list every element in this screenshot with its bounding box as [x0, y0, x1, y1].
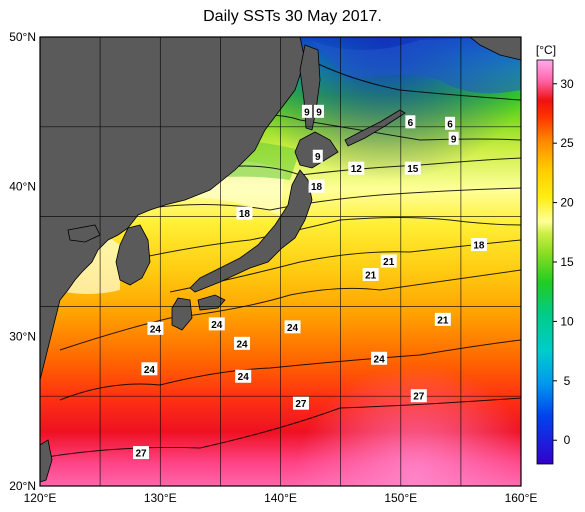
contour-label-box — [284, 320, 301, 334]
contour-label: 27 — [410, 389, 427, 403]
contour-label-text: 24 — [144, 365, 156, 376]
contour-label: 12 — [348, 161, 365, 175]
contour-label: 9 — [313, 104, 324, 118]
latitude-axis: 20°N 30°N 40°N 50°N — [9, 30, 36, 493]
contour-label-text: 18 — [239, 209, 251, 220]
contour-label: 18 — [470, 238, 487, 252]
contour-label-text: 24 — [287, 323, 299, 334]
contour-label-text: 27 — [413, 392, 425, 403]
contour-label: 24 — [284, 320, 301, 334]
lat-tick-label: 40°N — [9, 180, 36, 194]
contour-label-box — [234, 336, 251, 350]
lon-tick-label: 150°E — [384, 491, 417, 505]
contour-label-text: 15 — [407, 164, 419, 175]
contour-label-box — [308, 179, 325, 193]
contour-label-text: 6 — [447, 119, 453, 130]
contour-label-box — [141, 362, 158, 376]
contour-label-box — [371, 351, 388, 365]
lat-tick-label: 50°N — [9, 30, 36, 44]
contour-label-box — [380, 254, 397, 268]
contour-label: 9 — [312, 149, 323, 163]
contour-label: 24 — [147, 321, 164, 335]
contour-label-box — [313, 104, 324, 118]
lon-tick-label: 140°E — [264, 491, 297, 505]
colorbar: [°C] 30 25 20 15 10 5 0 — [536, 43, 574, 465]
lon-tick-label: 120°E — [24, 491, 57, 505]
colorbar-tick-label: 30 — [560, 77, 574, 91]
contour-label-text: 24 — [211, 320, 223, 331]
lat-tick-label: 30°N — [9, 329, 36, 343]
contour-label-text: 9 — [315, 152, 321, 163]
contour-label: 24 — [234, 336, 251, 350]
contour-label-text: 18 — [473, 241, 485, 252]
contour-label: 27 — [133, 446, 150, 460]
contour-label-box — [348, 161, 365, 175]
colorbar-tick-label: 25 — [560, 136, 574, 150]
contour-label: 21 — [380, 254, 397, 268]
contour-label-text: 27 — [135, 449, 147, 460]
contour-label-box — [208, 317, 225, 331]
contour-label-text: 9 — [316, 107, 322, 118]
contour-label-box — [236, 206, 253, 220]
contour-label: 21 — [362, 267, 379, 281]
colorbar-tick-label: 10 — [560, 314, 574, 328]
lon-tick-label: 130°E — [144, 491, 177, 505]
contour-label-text: 12 — [351, 164, 363, 175]
contour-label-text: 6 — [408, 118, 414, 129]
contour-label-text: 9 — [451, 134, 457, 145]
contour-label-box — [404, 161, 421, 175]
contour-label: 9 — [301, 104, 312, 118]
contour-label-box — [133, 446, 150, 460]
contour-label: 6 — [445, 116, 456, 130]
contour-label-box — [292, 396, 309, 410]
contour-label-text: 21 — [383, 257, 395, 268]
contour-label-box — [434, 312, 451, 326]
contour-label-text: 21 — [365, 270, 377, 281]
contour-label: 18 — [308, 179, 325, 193]
map-title: Daily SSTs 30 May 2017. — [203, 8, 382, 25]
contour-label-text: 18 — [311, 182, 323, 193]
colorbar-ticks: 30 25 20 15 10 5 0 — [553, 77, 574, 447]
contour-label-text: 24 — [238, 372, 250, 383]
contour-label: 21 — [434, 312, 451, 326]
contour-label-box — [312, 149, 323, 163]
contour-label-text: 27 — [295, 399, 307, 410]
contour-label: 24 — [235, 369, 252, 383]
land-masses — [40, 37, 521, 483]
contour-label-box — [362, 267, 379, 281]
colorbar-tick-label: 5 — [564, 374, 571, 388]
contour-label: 24 — [371, 351, 388, 365]
contour-label-box — [147, 321, 164, 335]
contour-label-box — [445, 116, 456, 130]
contour-label: 27 — [292, 396, 309, 410]
colorbar-tick-label: 20 — [560, 196, 574, 210]
lat-tick-label: 20°N — [9, 479, 36, 493]
contour-label: 24 — [141, 362, 158, 376]
colorbar-tick-label: 15 — [560, 255, 574, 269]
contour-label: 24 — [208, 317, 225, 331]
contour-label-text: 24 — [374, 354, 386, 365]
contour-label-box — [235, 369, 252, 383]
contour-label-text: 24 — [236, 339, 248, 350]
contour-label: 18 — [236, 206, 253, 220]
colorbar-scale — [536, 59, 554, 465]
contour-label-text: 9 — [304, 107, 310, 118]
contour-label-text: 21 — [437, 315, 449, 326]
colorbar-unit-label: [°C] — [536, 43, 556, 57]
lon-tick-label: 160°E — [505, 491, 538, 505]
map-frame — [39, 36, 522, 487]
contour-label: 6 — [405, 115, 416, 129]
contour-label-box — [405, 115, 416, 129]
contour-label-box — [410, 389, 427, 403]
contour-label: 9 — [448, 131, 459, 145]
contour-label-box — [301, 104, 312, 118]
colorbar-tick-label: 0 — [564, 433, 571, 447]
contour-label-box — [448, 131, 459, 145]
longitude-axis: 120°E 130°E 140°E 150°E 160°E — [24, 491, 538, 505]
contour-label: 15 — [404, 161, 421, 175]
contour-label-text: 24 — [150, 324, 162, 335]
contour-label-box — [470, 238, 487, 252]
